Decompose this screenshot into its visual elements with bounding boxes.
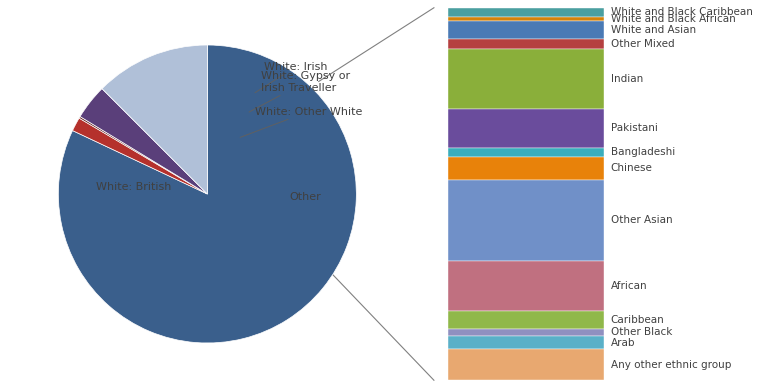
Text: White: Other White: White: Other White — [240, 107, 362, 137]
Text: African: African — [611, 281, 647, 291]
Text: Other Black: Other Black — [611, 327, 672, 337]
Text: White and Asian: White and Asian — [611, 24, 696, 35]
Wedge shape — [72, 118, 207, 194]
Bar — [448, 336, 604, 350]
Bar — [448, 8, 604, 17]
Text: Arab: Arab — [611, 338, 635, 348]
Bar — [448, 38, 604, 49]
Text: White: Irish: White: Irish — [255, 62, 327, 93]
Text: Other Asian: Other Asian — [611, 215, 673, 225]
Bar — [448, 147, 604, 157]
Bar — [448, 350, 604, 380]
Text: White: British: White: British — [95, 182, 171, 192]
Bar — [448, 261, 604, 311]
Text: White: Gypsy or
Irish Traveller: White: Gypsy or Irish Traveller — [249, 71, 350, 112]
Wedge shape — [79, 116, 207, 194]
Text: White and Black African: White and Black African — [611, 14, 736, 24]
Text: Pakistani: Pakistani — [611, 123, 657, 133]
Text: White and Black Caribbean: White and Black Caribbean — [611, 7, 753, 17]
Bar — [448, 21, 604, 38]
Text: Bangladeshi: Bangladeshi — [611, 147, 675, 157]
Wedge shape — [58, 45, 356, 343]
Text: Other: Other — [290, 192, 321, 202]
Wedge shape — [102, 45, 207, 194]
Bar — [448, 157, 604, 180]
Bar — [448, 311, 604, 329]
Text: Indian: Indian — [611, 74, 643, 84]
Text: Any other ethnic group: Any other ethnic group — [611, 360, 731, 370]
Bar — [448, 180, 604, 261]
Text: Other Mixed: Other Mixed — [611, 39, 674, 48]
Bar — [448, 329, 604, 336]
Bar — [448, 109, 604, 147]
Text: Chinese: Chinese — [611, 163, 653, 173]
Text: Caribbean: Caribbean — [611, 315, 664, 325]
Bar — [448, 49, 604, 109]
Bar — [448, 17, 604, 21]
Wedge shape — [80, 88, 207, 194]
